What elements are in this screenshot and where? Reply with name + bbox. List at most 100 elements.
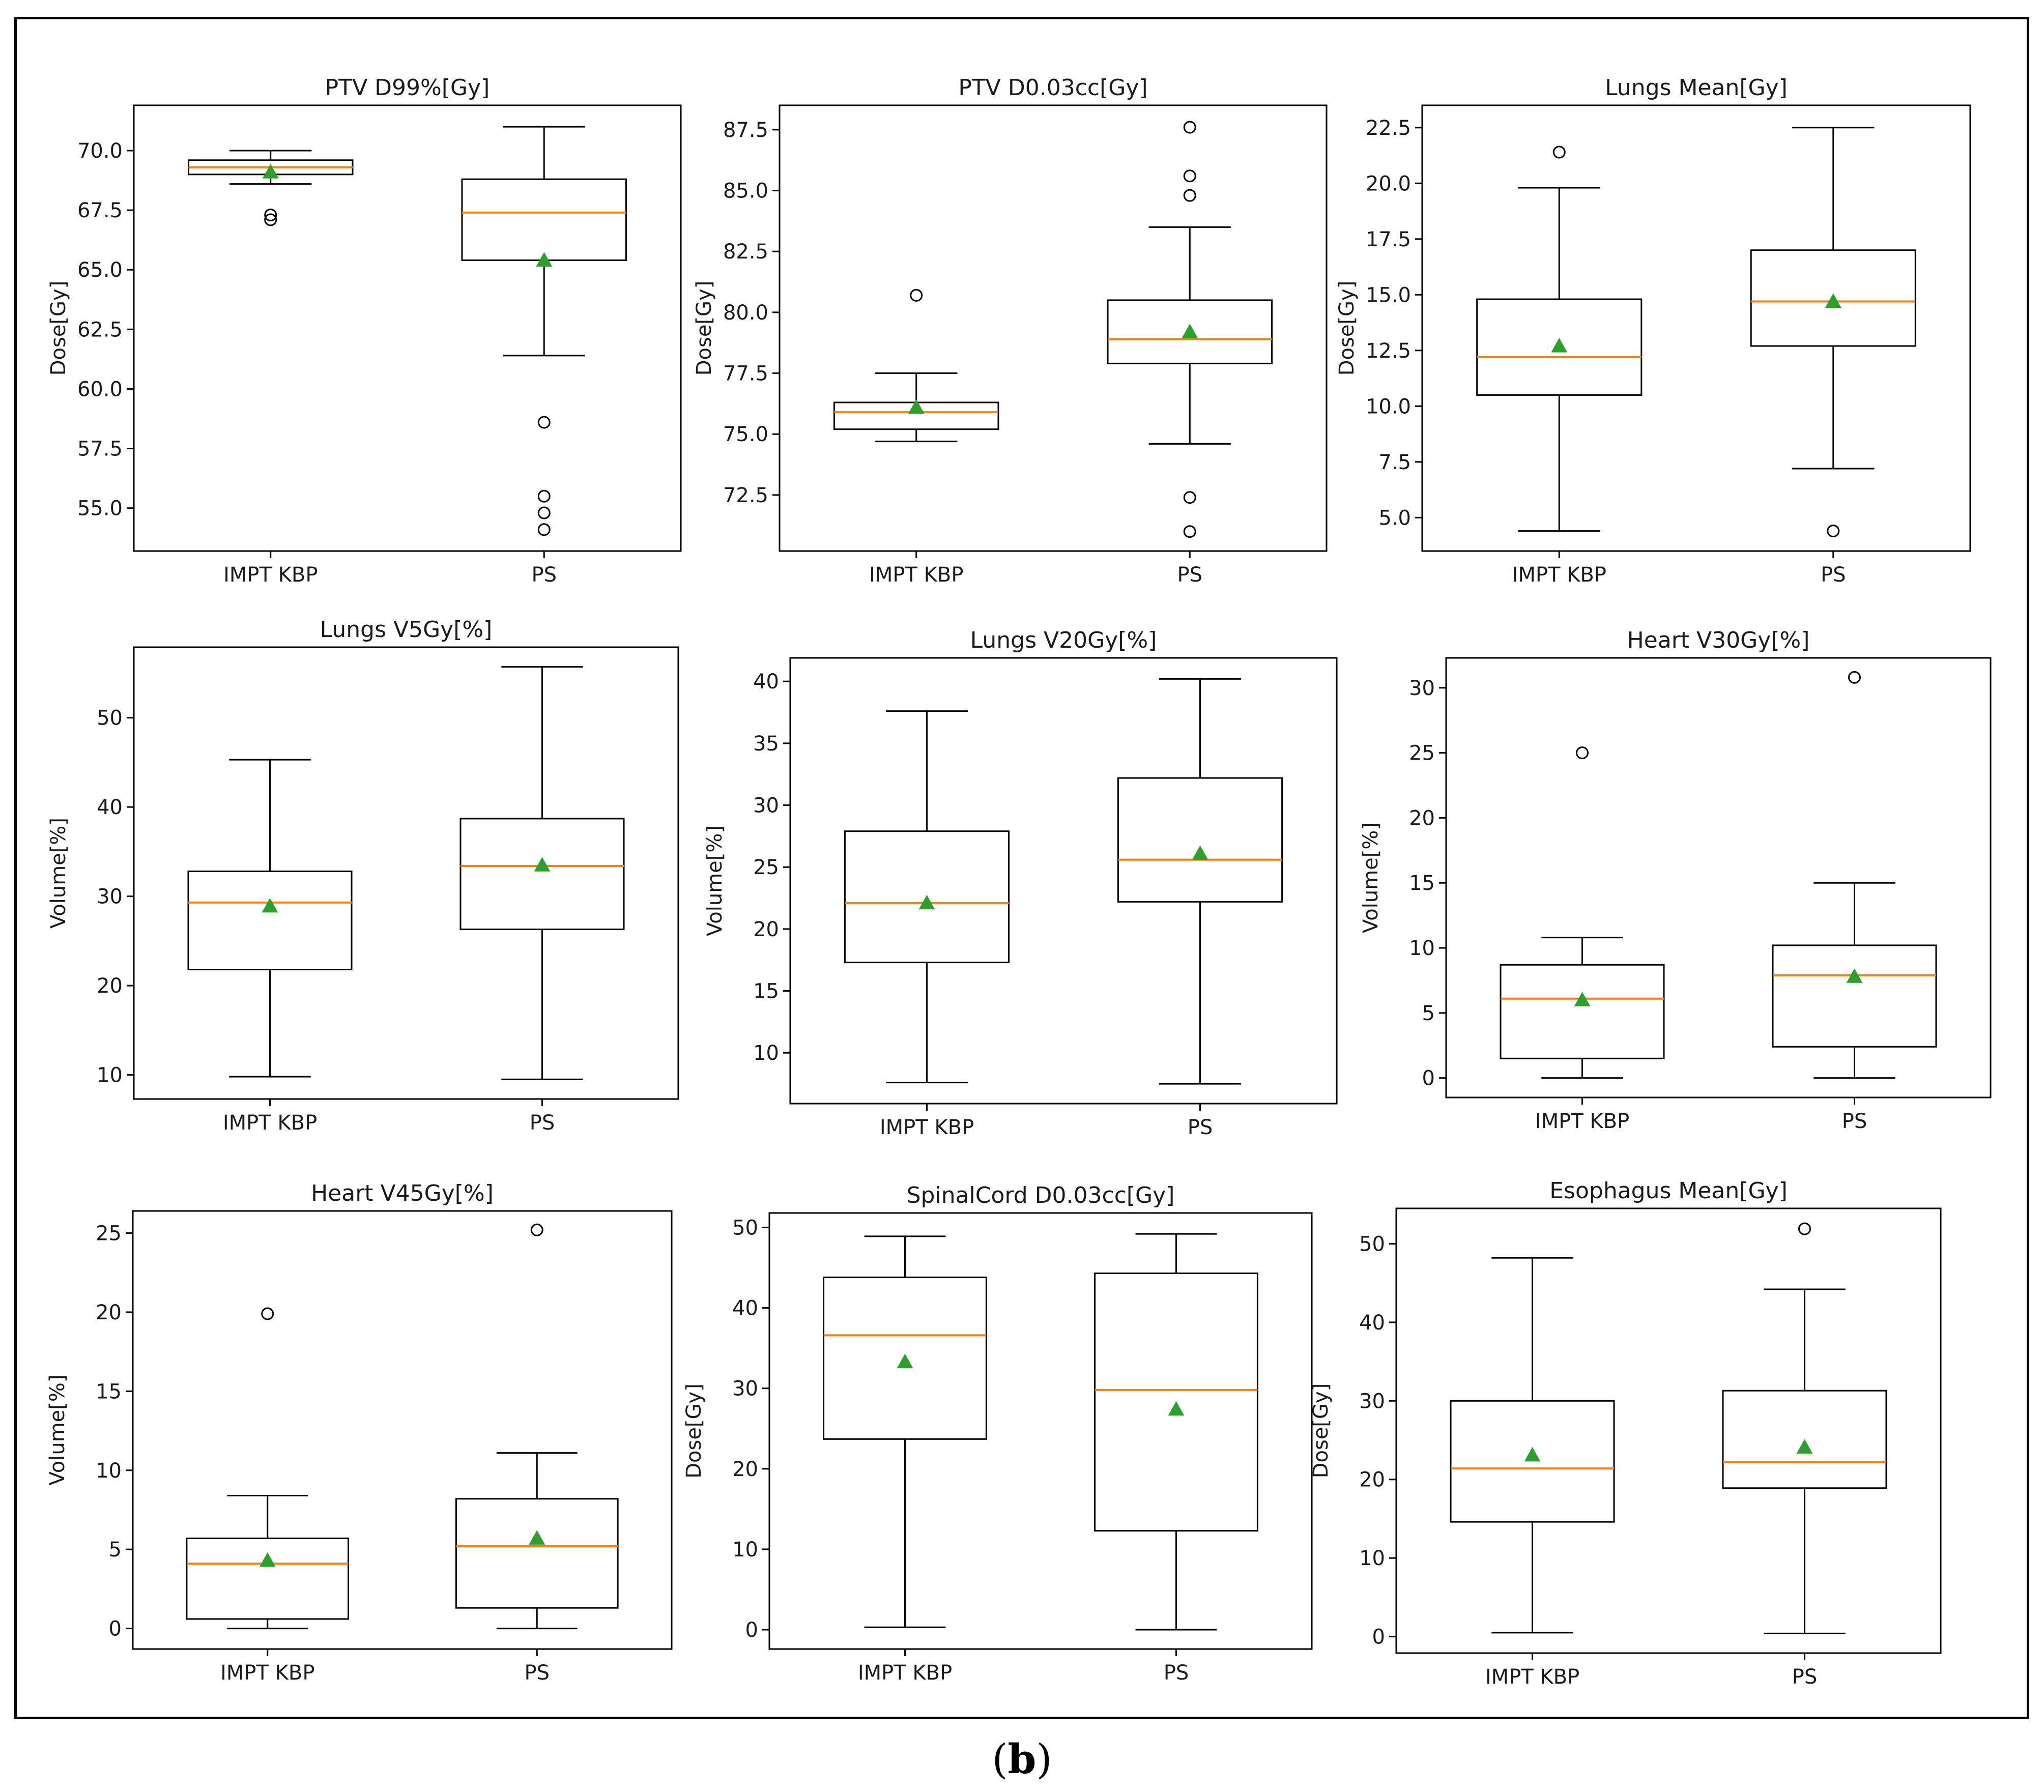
box [187, 870, 353, 971]
x-tick-label: IMPT KBP [220, 1661, 314, 1685]
y-tick-label: 30 [1409, 677, 1435, 700]
y-tick-label: 5 [1422, 1002, 1435, 1025]
mean-marker [918, 894, 935, 910]
y-tick-label: 20.0 [1366, 172, 1411, 195]
y-tick-label: 0 [109, 1617, 122, 1641]
y-tick-label: 20 [97, 974, 123, 998]
y-tick-label: 50 [1359, 1232, 1385, 1256]
y-tick-label: 87.5 [723, 119, 768, 142]
y-tick-label: 20 [732, 1458, 758, 1481]
y-tick-label: 55.0 [77, 497, 123, 521]
axes-frame [1421, 104, 1971, 552]
y-axis-label: Dose[Gy] [693, 281, 716, 376]
y-axis-label: Dose[Gy] [682, 1383, 706, 1479]
x-tick-label: PS [1188, 1116, 1213, 1139]
mean-marker [1796, 1439, 1813, 1454]
axes-frame [132, 1210, 673, 1650]
outlier-point [537, 523, 551, 536]
outlier-point [1183, 525, 1196, 538]
outlier-point [1552, 146, 1566, 159]
x-tick-label: IMPT KBP [1535, 1110, 1629, 1133]
axes-frame [1395, 1207, 1942, 1654]
x-tick-label: PS [1792, 1665, 1818, 1689]
y-tick-label: 10 [96, 1459, 122, 1483]
y-tick-label: 25 [96, 1222, 122, 1246]
y-axis-label: Dose[Gy] [47, 281, 70, 376]
y-tick-label: 67.5 [77, 199, 123, 222]
box [1722, 1390, 1887, 1489]
mean-marker [1846, 968, 1863, 983]
box [823, 1276, 987, 1440]
axes-frame [768, 1212, 1313, 1650]
y-tick-label: 15 [1409, 872, 1435, 895]
y-tick-label: 62.5 [77, 318, 123, 341]
mean-marker [529, 1530, 545, 1545]
chart-title: Lungs V20Gy[%] [970, 627, 1157, 653]
box [461, 178, 627, 261]
y-tick-label: 25 [1409, 742, 1435, 765]
x-tick-label: PS [1842, 1110, 1867, 1133]
y-tick-label: 60.0 [77, 378, 123, 401]
axes-frame [789, 657, 1338, 1105]
outlier-point [537, 506, 551, 519]
box [844, 830, 1010, 964]
y-tick-label: 5 [109, 1538, 122, 1562]
y-tick-label: 72.5 [723, 484, 768, 507]
box [1476, 298, 1643, 396]
y-tick-label: 17.5 [1366, 228, 1411, 251]
y-tick-label: 40 [1359, 1311, 1385, 1335]
box [1117, 777, 1283, 903]
mean-marker [534, 857, 551, 872]
caption-close: ) [1036, 1736, 1052, 1783]
y-tick-label: 40 [732, 1297, 758, 1320]
y-tick-label: 10 [1359, 1547, 1385, 1570]
y-tick-label: 85.0 [723, 180, 768, 203]
box [1107, 299, 1273, 364]
axes-frame [133, 104, 682, 552]
box [186, 1537, 350, 1620]
mean-marker [1192, 845, 1208, 860]
chart-title: Heart V30Gy[%] [1627, 627, 1810, 653]
axes-frame [1445, 657, 1992, 1099]
x-tick-label: IMPT KBP [1512, 563, 1606, 587]
x-tick-label: IMPT KBP [223, 563, 318, 587]
chart-title: Lungs V5Gy[%] [320, 617, 493, 643]
y-axis-label: Dose[Gy] [1309, 1383, 1333, 1479]
y-tick-label: 80.0 [723, 301, 768, 325]
y-axis-label: Volume[%] [1359, 822, 1383, 933]
y-tick-label: 22.5 [1366, 117, 1411, 140]
caption-letter: b [1007, 1735, 1037, 1783]
outlier-point [1576, 746, 1589, 760]
y-tick-label: 0 [745, 1618, 758, 1642]
y-axis-label: Volume[%] [46, 1375, 69, 1486]
chart-title: PTV D0.03cc[Gy] [958, 75, 1147, 101]
y-tick-label: 15 [96, 1380, 122, 1403]
outlier-point [261, 1307, 274, 1320]
y-tick-label: 20 [1359, 1468, 1385, 1492]
mean-marker [1825, 293, 1841, 308]
chart-title: Lungs Mean[Gy] [1605, 75, 1788, 101]
y-tick-label: 20 [1409, 806, 1435, 830]
box [1750, 249, 1916, 347]
x-tick-label: PS [530, 1111, 555, 1135]
y-tick-label: 30 [97, 885, 123, 909]
box [1450, 1400, 1615, 1523]
y-tick-label: 30 [753, 794, 779, 818]
y-tick-label: 7.5 [1378, 451, 1411, 474]
mean-marker [1524, 1447, 1541, 1462]
mean-marker [1168, 1401, 1185, 1416]
y-tick-label: 10 [732, 1538, 758, 1562]
y-axis-label: Volume[%] [47, 818, 70, 929]
x-tick-label: IMPT KBP [880, 1116, 974, 1139]
x-tick-label: IMPT KBP [223, 1111, 317, 1135]
caption-open: ( [992, 1736, 1008, 1783]
figure-frame [14, 17, 2029, 1719]
outlier-point [264, 213, 277, 226]
figure-caption: (b) [0, 1735, 2044, 1783]
outlier-point [1183, 169, 1196, 183]
chart-title: Heart V45Gy[%] [311, 1180, 494, 1206]
y-tick-label: 10 [97, 1064, 123, 1087]
outlier-point [537, 489, 551, 503]
x-tick-label: IMPT KBP [1485, 1665, 1579, 1689]
